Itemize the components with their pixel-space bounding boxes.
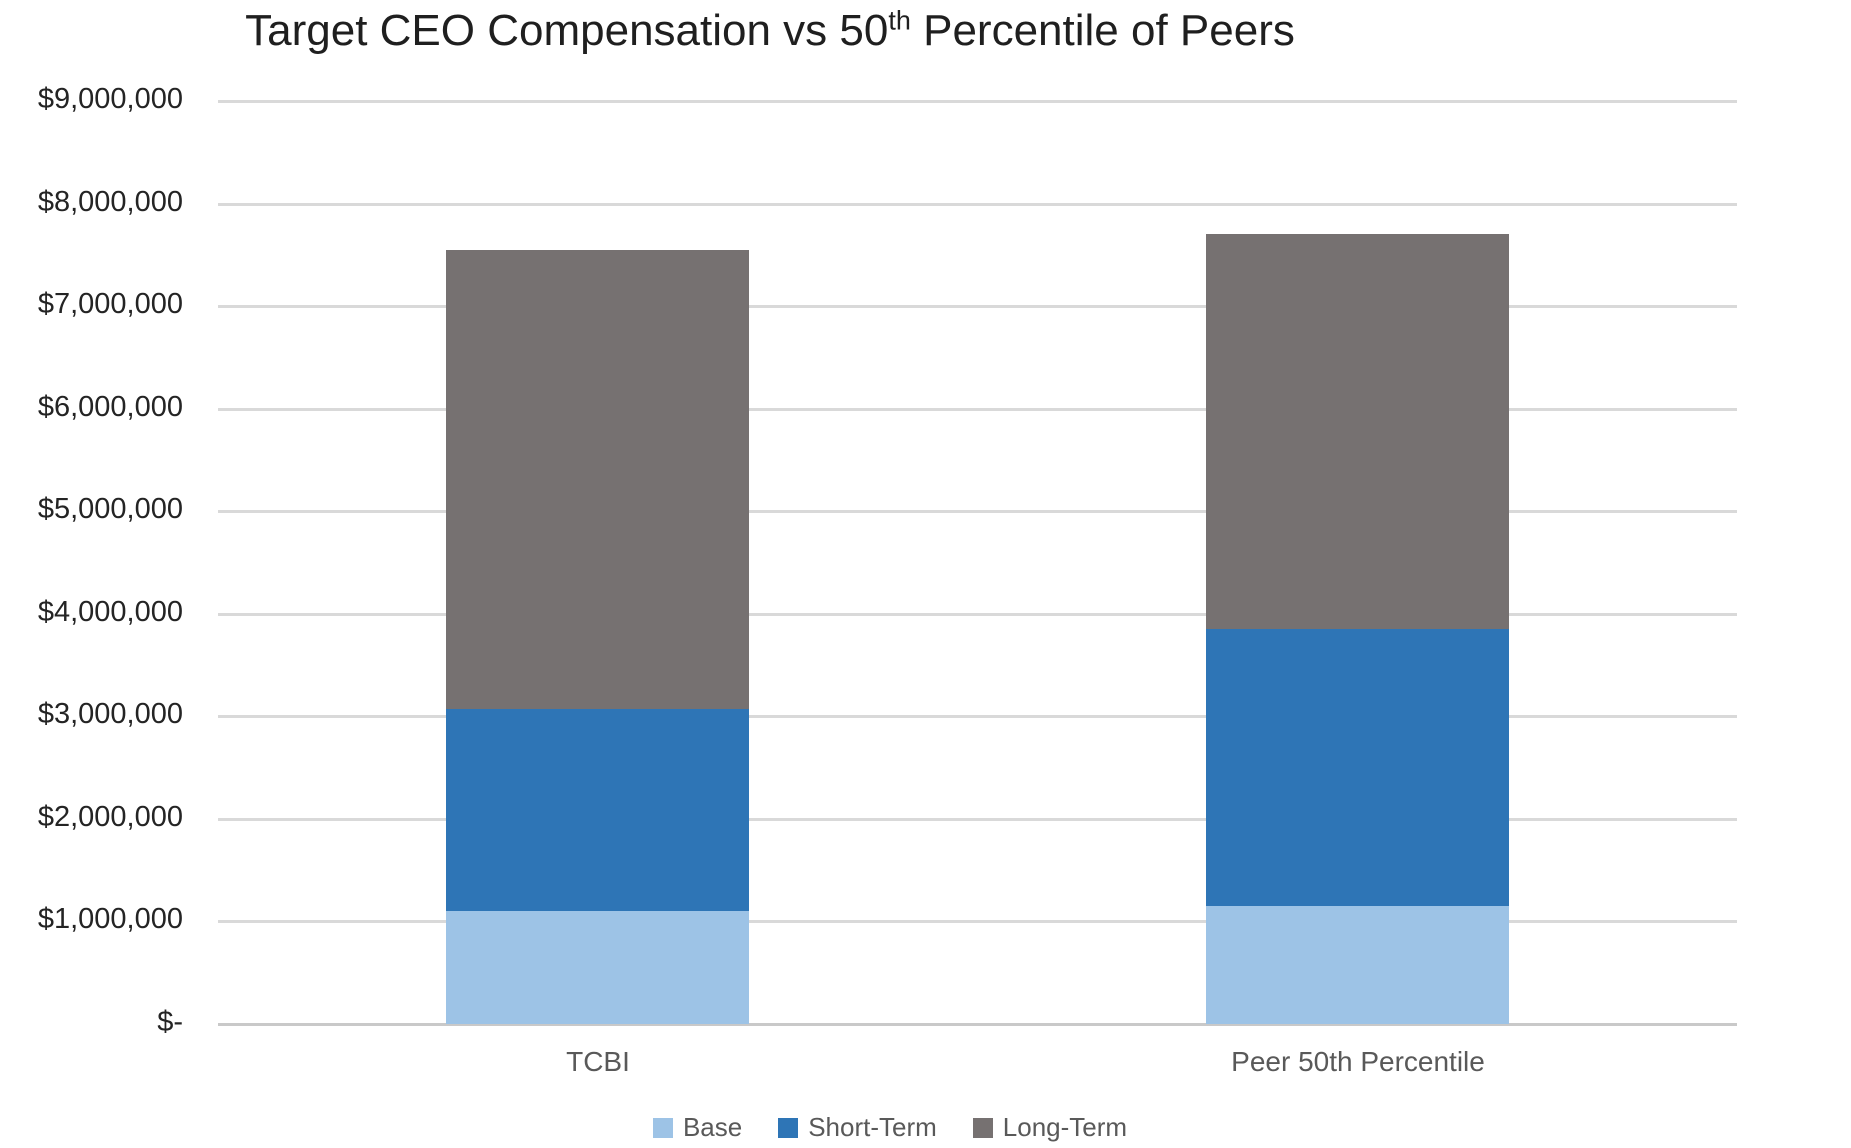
y-axis-tick-label: $6,000,000 bbox=[37, 391, 183, 423]
gridline bbox=[218, 613, 1737, 616]
y-axis-tick-label: $3,000,000 bbox=[37, 698, 183, 730]
y-axis-tick-label: $- bbox=[157, 1006, 183, 1038]
chart-title-text-tail: Percentile of Peers bbox=[910, 6, 1295, 55]
legend-swatch-icon bbox=[652, 1117, 673, 1138]
y-axis-tick-label: $4,000,000 bbox=[37, 596, 183, 628]
gridline bbox=[218, 203, 1737, 206]
y-axis-tick-label: $5,000,000 bbox=[37, 493, 183, 525]
legend-swatch-icon bbox=[972, 1117, 993, 1138]
gridline bbox=[218, 920, 1737, 923]
legend-label: Long-Term bbox=[1002, 1112, 1128, 1142]
category-label-peer-50th-percentile: Peer 50th Percentile bbox=[1231, 1046, 1485, 1077]
y-axis-tick-label: $7,000,000 bbox=[37, 288, 183, 320]
legend-label: Base bbox=[682, 1112, 743, 1142]
gridline bbox=[218, 100, 1737, 103]
gridline bbox=[218, 408, 1737, 411]
legend: Base Short-Term Long-Term bbox=[0, 1112, 1780, 1143]
bar-segment-base-tcbi bbox=[446, 911, 749, 1024]
bar-segment-base-peer-50th-percentile bbox=[1206, 906, 1509, 1024]
bar-segment-short-term-peer-50th-percentile bbox=[1206, 629, 1509, 906]
legend-swatch-icon bbox=[778, 1117, 799, 1138]
bar-segment-short-term-tcbi bbox=[446, 709, 749, 911]
y-axis-tick-label: $2,000,000 bbox=[37, 801, 183, 833]
bar-segment-long-term-tcbi bbox=[446, 250, 749, 709]
bar-segment-long-term-peer-50th-percentile bbox=[1206, 234, 1509, 629]
legend-item-long-term: Long-Term bbox=[972, 1112, 1128, 1143]
chart-title-text: Target CEO Compensation vs 50 bbox=[245, 6, 889, 55]
x-axis-line bbox=[218, 1023, 1737, 1026]
legend-label: Short-Term bbox=[808, 1112, 937, 1142]
gridline bbox=[218, 715, 1737, 718]
y-axis-tick-label: $1,000,000 bbox=[37, 903, 183, 935]
legend-item-base: Base bbox=[652, 1112, 743, 1143]
y-axis-tick-label: $9,000,000 bbox=[37, 83, 183, 115]
chart-title: Target CEO Compensation vs 50th Percenti… bbox=[0, 6, 1540, 56]
gridline bbox=[218, 818, 1737, 821]
y-axis-tick-label: $8,000,000 bbox=[37, 186, 183, 218]
gridline bbox=[218, 510, 1737, 513]
chart-title-superscript: th bbox=[888, 5, 911, 36]
legend-item-short-term: Short-Term bbox=[778, 1112, 937, 1143]
gridline bbox=[218, 305, 1737, 308]
category-label-tcbi: TCBI bbox=[566, 1046, 630, 1077]
